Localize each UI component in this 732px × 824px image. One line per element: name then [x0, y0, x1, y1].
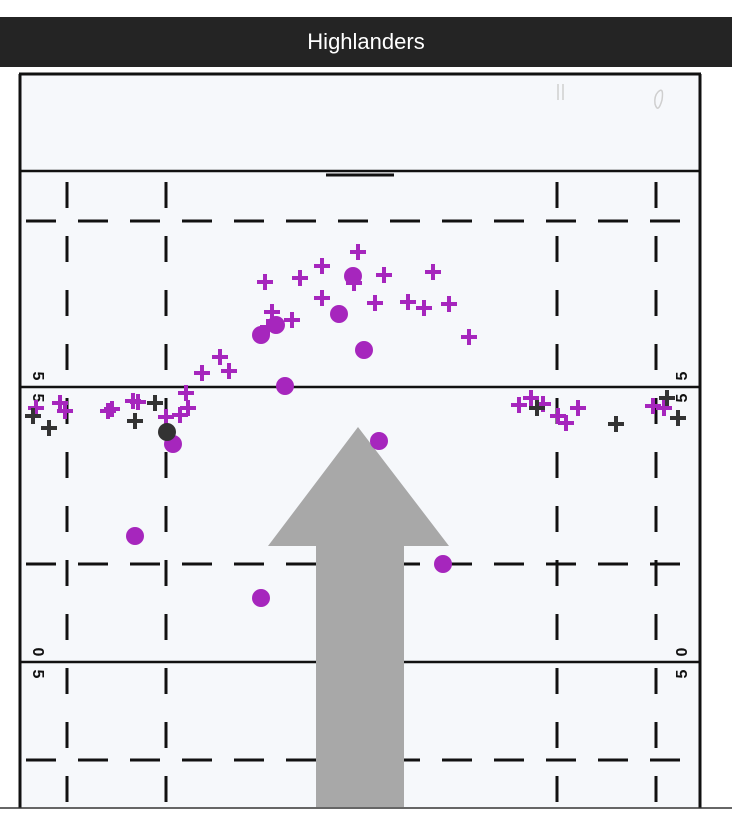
event-dot — [276, 377, 294, 395]
yard-label-left-lower-b: 5 — [29, 670, 46, 679]
team-title: Highlanders — [307, 29, 425, 54]
event-plus — [570, 400, 586, 416]
event-plus — [400, 294, 416, 310]
event-plus — [461, 329, 477, 345]
event-plus — [221, 363, 237, 379]
event-plus — [25, 408, 41, 424]
event-plus — [41, 420, 57, 436]
event-dot — [252, 326, 270, 344]
event-plus — [441, 296, 457, 312]
event-plus — [194, 365, 210, 381]
event-dot — [344, 267, 362, 285]
event-plus — [670, 410, 686, 426]
event-plus — [314, 258, 330, 274]
attack-direction-arrow-icon — [268, 427, 449, 807]
field-diagram: 5 5 0 0 5 5 5 5 — [0, 72, 732, 809]
yard-label-left-upper-b: 5 — [29, 394, 46, 403]
event-plus — [656, 400, 672, 416]
event-plus — [523, 390, 539, 406]
yard-label-left-upper: 5 — [29, 372, 46, 381]
event-plus — [147, 395, 163, 411]
event-plus — [416, 300, 432, 316]
yard-label-right-lower: 0 — [674, 647, 691, 656]
event-plus — [529, 400, 545, 416]
event-markers — [25, 244, 686, 607]
event-plus — [376, 267, 392, 283]
event-plus — [104, 401, 120, 417]
event-plus — [558, 415, 574, 431]
event-plus — [172, 407, 188, 423]
yard-label-right-lower-b: 5 — [674, 669, 691, 678]
yard-label-left-lower: 0 — [29, 648, 46, 657]
yard-label-right-upper-b: 5 — [674, 393, 691, 402]
event-plus — [425, 264, 441, 280]
event-dot — [370, 432, 388, 450]
event-plus — [284, 312, 300, 328]
event-dot — [434, 555, 452, 573]
event-plus — [608, 416, 624, 432]
event-dot — [267, 316, 285, 334]
event-plus — [350, 244, 366, 260]
event-plus — [367, 295, 383, 311]
event-plus — [130, 394, 146, 410]
event-plus — [659, 390, 675, 406]
event-plus — [511, 397, 527, 413]
event-dot — [126, 527, 144, 545]
event-plus — [28, 400, 44, 416]
event-dot — [158, 423, 176, 441]
event-dot — [252, 589, 270, 607]
event-plus — [158, 409, 174, 425]
team-header: Highlanders — [0, 17, 732, 67]
event-plus — [314, 290, 330, 306]
goal-post-icon — [557, 84, 564, 100]
event-plus — [57, 403, 73, 419]
goal-post-icon — [654, 89, 664, 109]
event-plus — [178, 385, 194, 401]
event-dot — [330, 305, 348, 323]
event-plus — [257, 274, 273, 290]
event-plus — [292, 270, 308, 286]
event-plus — [212, 349, 228, 365]
yard-label-right-upper: 5 — [674, 371, 691, 380]
event-plus — [127, 413, 143, 429]
event-dot — [355, 341, 373, 359]
